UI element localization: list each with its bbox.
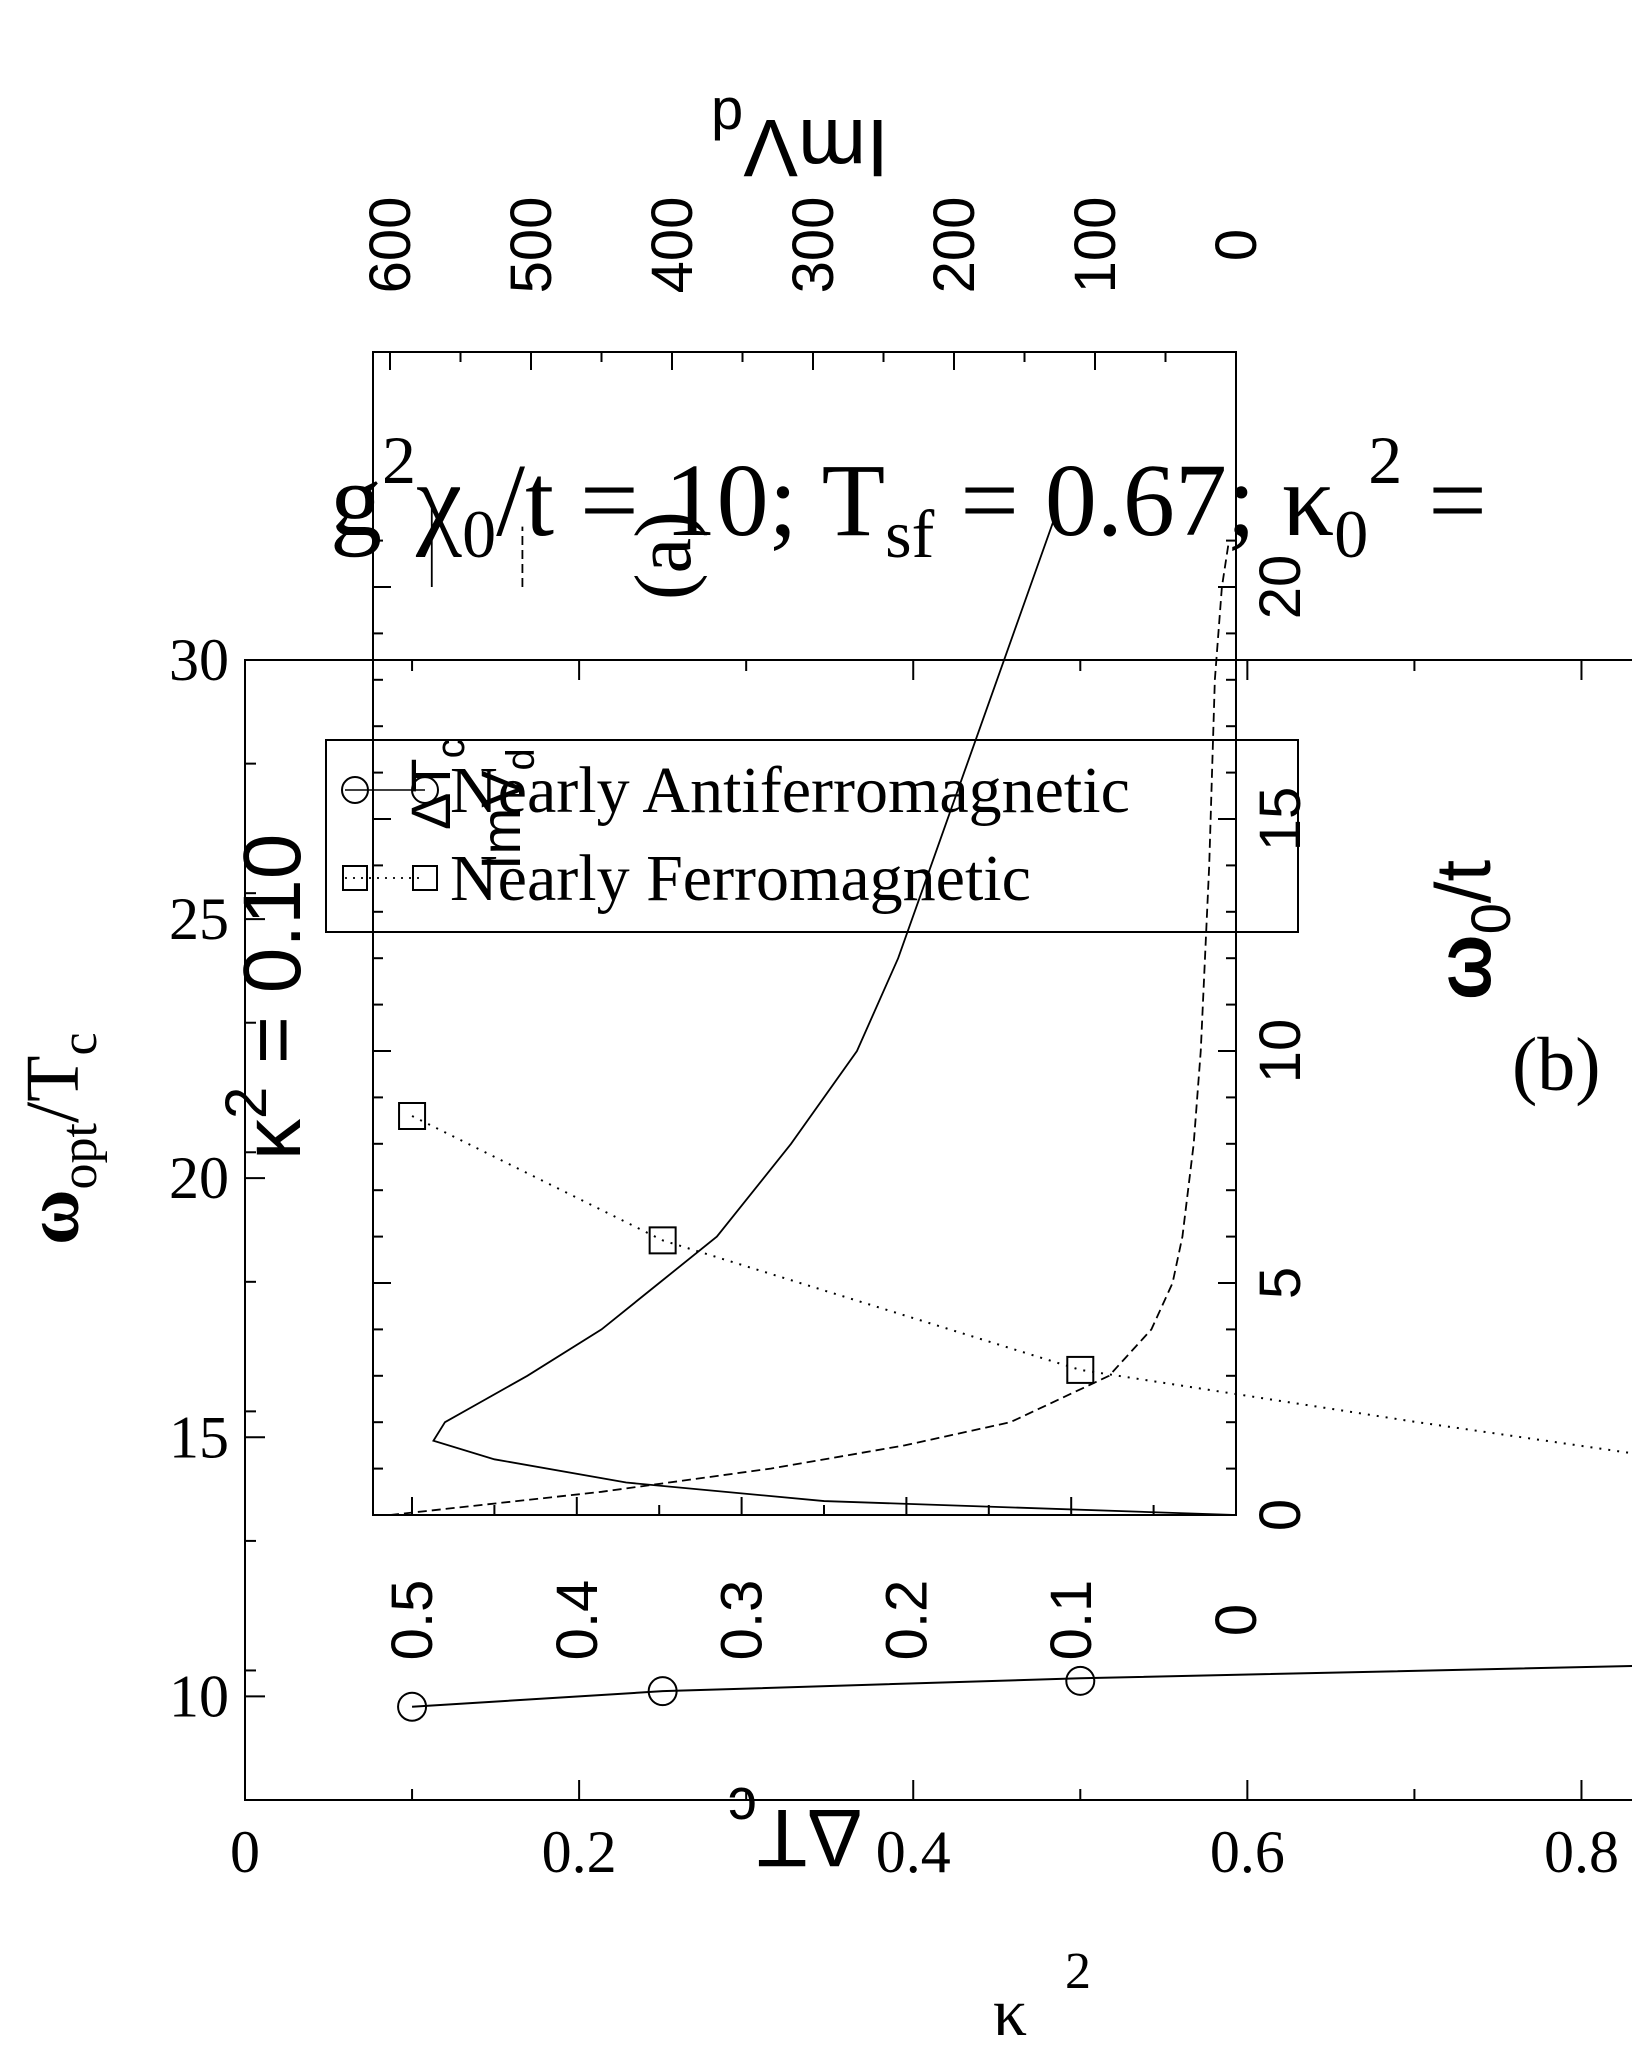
main-x-tick-label: 0.6 bbox=[1210, 1819, 1285, 1885]
inset-imvd-tick-label: 600 bbox=[358, 197, 423, 294]
inset-imvd-tick-label: 500 bbox=[499, 197, 564, 294]
main-series bbox=[397, 1102, 1632, 1722]
main-plot-frame bbox=[244, 659, 1632, 1801]
inset-omega-tick-label: 20 bbox=[1248, 555, 1313, 620]
inset-legend-dtc-sub: c bbox=[429, 738, 473, 758]
main-series-line-ferromagnetic bbox=[411, 1115, 1632, 1455]
inset-title-sup: 2 bbox=[214, 1087, 279, 1119]
inset-dtc-tick-label: 0.3 bbox=[710, 1580, 775, 1661]
inset-curve-dtc bbox=[432, 517, 1237, 1516]
inset-legend-imvd: ImVd bbox=[469, 748, 543, 870]
main-y-tick-label: 25 bbox=[169, 886, 229, 952]
main-point-square bbox=[648, 1226, 677, 1255]
main-y-axis-label-sub2: c bbox=[51, 1032, 108, 1055]
legend-marker-square-right bbox=[412, 865, 438, 891]
inset-omega-label-rest: /t bbox=[1419, 859, 1507, 903]
inset-dtc-tick-label: 0.4 bbox=[545, 1580, 610, 1661]
main-x-axis: 0 0.2 0.4 0.6 0.8 bbox=[230, 660, 1619, 1885]
title-equals: = bbox=[1402, 443, 1487, 558]
main-title: g2χ0/t = 10; Tsf = 0.67; κ02 = bbox=[330, 422, 1487, 572]
inset-title-kappa: κ bbox=[227, 1118, 318, 1160]
inset-omega-axis-label: ω0/t bbox=[1419, 859, 1522, 1000]
inset-legend-dtc-main: ΔT bbox=[399, 758, 462, 830]
inset-omega-label-sub: 0 bbox=[1459, 903, 1522, 934]
main-y-axis-label-main: ω bbox=[11, 1189, 95, 1245]
inset-imvd-tick-label: 0 bbox=[1204, 229, 1269, 261]
inset-dtc-label-main: ΔT bbox=[757, 1792, 862, 1883]
inset-curve-imvd bbox=[389, 540, 1230, 1516]
main-x-tick-label: 0.8 bbox=[1544, 1819, 1619, 1885]
main-x-axis-label: κ bbox=[993, 1974, 1027, 2045]
main-y-axis-label-mid: /T bbox=[11, 1055, 95, 1123]
inset-legend-imvd-sub: d bbox=[499, 748, 543, 770]
inset-dtc-tick-label: 0.1 bbox=[1039, 1580, 1104, 1661]
inset-legend-dtc: ΔTc bbox=[399, 738, 473, 830]
main-y-tick-label: 30 bbox=[169, 627, 229, 693]
main-y-tick-label: 10 bbox=[169, 1663, 229, 1729]
title-tsf-sub: sf bbox=[885, 496, 934, 572]
main-series-line-antiferromagnetic bbox=[411, 1665, 1632, 1708]
inset-dtc-label-sub: c bbox=[728, 1775, 757, 1840]
title-tsf-value: = 0.67; κ bbox=[934, 443, 1334, 558]
inset-omega-label-main: ω bbox=[1419, 934, 1507, 1000]
main-x-tick-label: 0.2 bbox=[542, 1819, 617, 1885]
main-y-tick-label: 15 bbox=[169, 1404, 229, 1470]
title-chi-sub: 0 bbox=[462, 496, 496, 572]
title-kappa0-sup: 2 bbox=[1368, 422, 1402, 498]
main-y-axis-label-sub: opt bbox=[51, 1122, 108, 1189]
title-kappa0-sub: 0 bbox=[1334, 496, 1368, 572]
inset-omega-tick-label: 0 bbox=[1248, 1499, 1313, 1531]
main-y-axis: 10 15 20 25 30 bbox=[169, 627, 265, 1801]
inset-omega-tick-label: 5 bbox=[1248, 1267, 1313, 1299]
inset-legend-imvd-main: ImV bbox=[469, 770, 532, 870]
main-x-tick-label: 0 bbox=[230, 1819, 260, 1885]
inset-imvd-label-main: ImV bbox=[743, 102, 889, 193]
main-panel-label: (b) bbox=[1512, 1023, 1601, 1107]
inset-plot-frame bbox=[372, 351, 1237, 1516]
title-t-value: /t = 10; T bbox=[496, 443, 885, 558]
title-chi: χ bbox=[415, 443, 462, 558]
inset-imvd-axis: 0 100 200 300 400 500 600 bbox=[358, 197, 1269, 370]
inset-dtc-axis-label: ΔTc bbox=[728, 1775, 862, 1883]
legend-label-ferromagnetic: Nearly Ferromagnetic bbox=[450, 842, 1031, 915]
inset-dtc-tick-label: 0.2 bbox=[874, 1580, 939, 1661]
inset-imvd-tick-label: 400 bbox=[640, 197, 705, 294]
inset-imvd-label-sub: d bbox=[711, 85, 743, 150]
inset-omega-tick-label: 15 bbox=[1248, 787, 1313, 852]
inset-imvd-tick-label: 300 bbox=[781, 197, 846, 294]
inset-title: κ2 = 0.10 bbox=[214, 834, 318, 1160]
title-g-sup: 2 bbox=[382, 422, 416, 498]
inset-dtc-axis: 0 0.1 0.2 0.3 0.4 0.5 bbox=[380, 1497, 1269, 1660]
inset-title-rest: = 0.10 bbox=[227, 834, 318, 1087]
main-point-circle bbox=[647, 1676, 678, 1707]
main-point-square bbox=[1066, 1355, 1095, 1384]
main-point-circle bbox=[397, 1691, 428, 1722]
legend-marker-circle-left bbox=[341, 776, 369, 804]
main-x-axis-label-sup: 2 bbox=[1065, 1943, 1091, 2000]
inset-dtc-tick-label: 0.5 bbox=[380, 1580, 445, 1661]
legend-entry-antiferromagnetic: Nearly Antiferromagnetic bbox=[341, 754, 1130, 827]
inset-imvd-tick-label: 100 bbox=[1063, 197, 1128, 294]
inset-omega-tick-label: 10 bbox=[1248, 1019, 1313, 1084]
main-point-circle bbox=[1065, 1665, 1096, 1696]
legend-marker-square-left bbox=[342, 865, 368, 891]
legend-entry-ferromagnetic: Nearly Ferromagnetic bbox=[342, 842, 1031, 915]
legend-marker-circle-right bbox=[411, 776, 439, 804]
inset-imvd-tick-label: 200 bbox=[922, 197, 987, 294]
legend: Nearly Antiferromagnetic Nearly Ferromag… bbox=[325, 739, 1299, 933]
inset-series bbox=[389, 503, 1237, 1516]
main-y-tick-label: 20 bbox=[169, 1145, 229, 1211]
inset-imvd-axis-label: ImVd bbox=[711, 85, 889, 193]
main-y-axis-label: ωopt/Tc bbox=[11, 1032, 108, 1245]
inset-dtc-tick-label: 0 bbox=[1204, 1604, 1269, 1636]
inset-panel-label: (a) bbox=[620, 511, 708, 600]
legend-label-antiferromagnetic: Nearly Antiferromagnetic bbox=[450, 754, 1130, 827]
main-x-tick-label: 0.4 bbox=[876, 1819, 951, 1885]
main-point-square bbox=[398, 1102, 427, 1130]
legend-box bbox=[325, 739, 1299, 933]
